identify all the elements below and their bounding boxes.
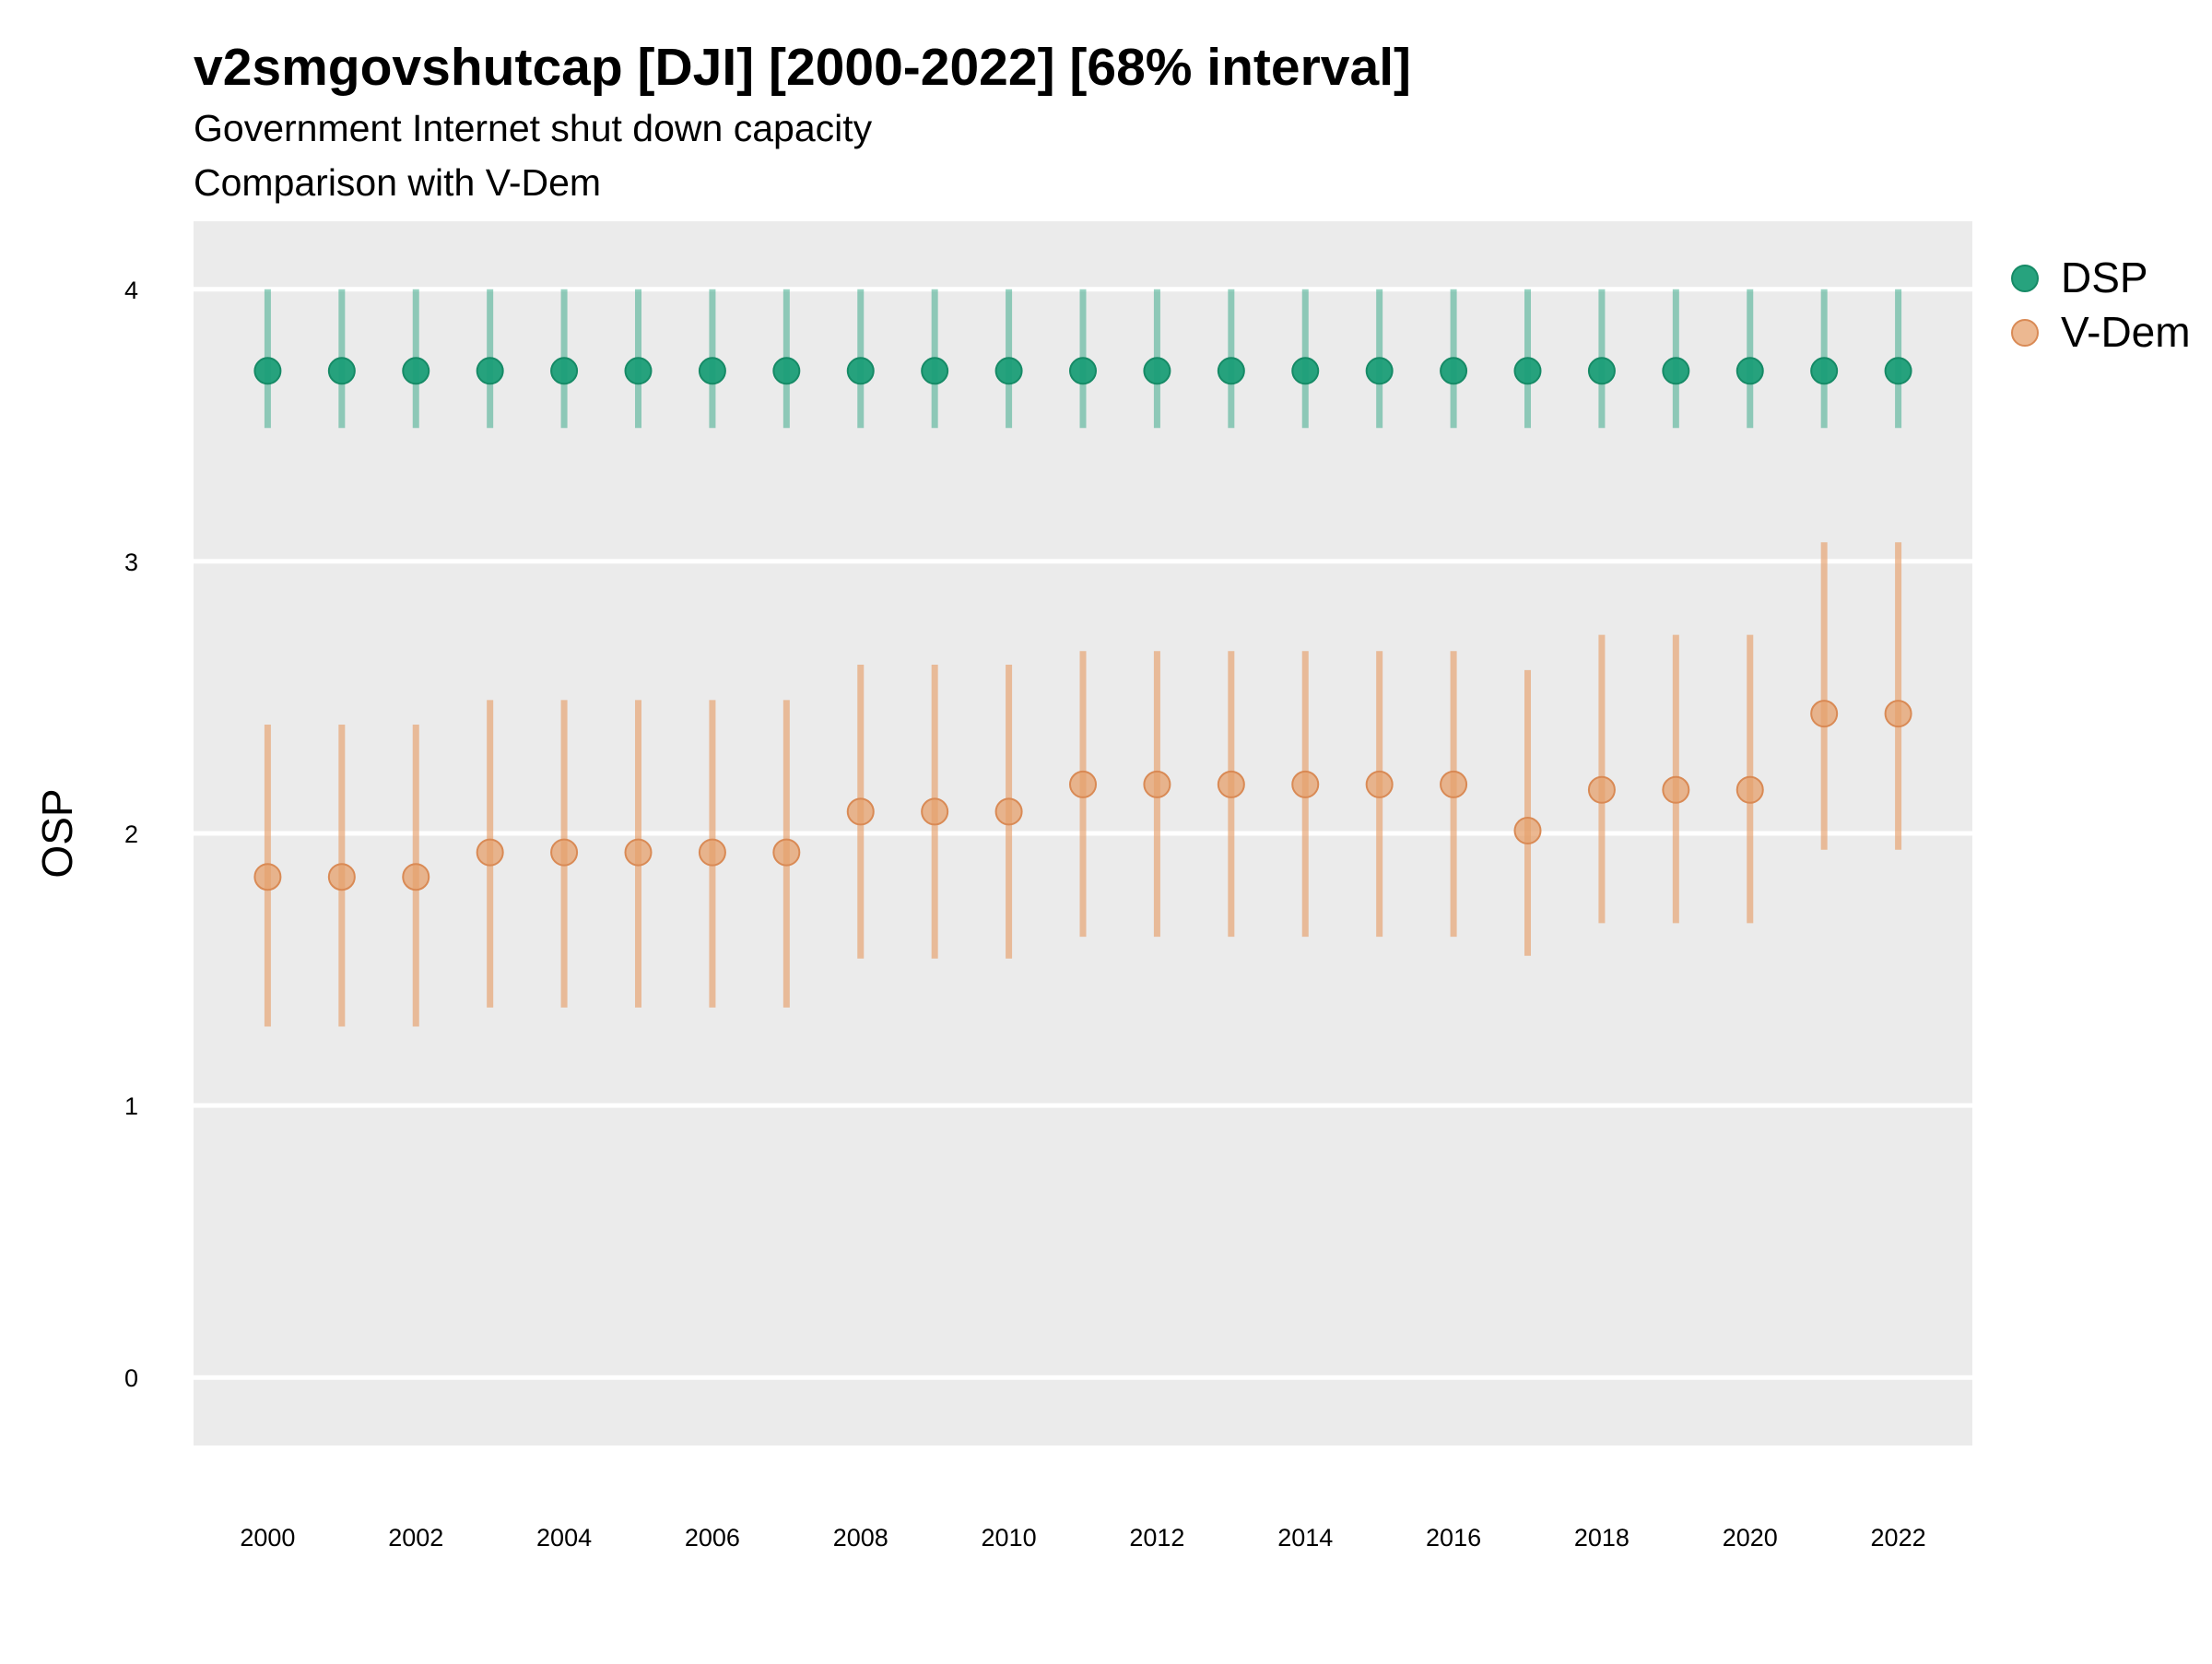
x-tick-label: 2010: [982, 1524, 1037, 1552]
point-dsp: [1810, 357, 1839, 385]
point-dsp: [698, 357, 726, 385]
point-dsp: [624, 357, 653, 385]
point-dsp: [1513, 357, 1542, 385]
point-v-dem: [1365, 770, 1394, 798]
point-dsp: [402, 357, 430, 385]
x-tick-label: 2002: [388, 1524, 443, 1552]
x-tick-label: 2004: [536, 1524, 592, 1552]
point-v-dem: [698, 838, 726, 867]
point-v-dem: [994, 797, 1023, 826]
point-dsp: [550, 357, 579, 385]
y-tick-label: 3: [124, 549, 138, 576]
point-dsp: [1069, 357, 1097, 385]
y-axis-ticks: 0 1 2 3 4: [124, 277, 138, 1392]
legend-label-dsp: DSP: [2061, 254, 2148, 301]
legend: DSP V-Dem: [2011, 254, 2191, 356]
point-v-dem: [253, 863, 282, 891]
legend-key-dsp: [2011, 265, 2039, 292]
point-v-dem: [327, 863, 356, 891]
point-v-dem: [921, 797, 949, 826]
point-v-dem: [1440, 770, 1468, 798]
x-tick-label: 2016: [1426, 1524, 1481, 1552]
chart-subtitle-line-1: Government Internet shut down capacity: [194, 107, 873, 149]
point-dsp: [1587, 357, 1616, 385]
point-dsp: [1365, 357, 1394, 385]
x-tick-label: 2014: [1277, 1524, 1333, 1552]
point-dsp: [772, 357, 801, 385]
series-dsp: [253, 289, 1912, 429]
x-tick-label: 2012: [1129, 1524, 1184, 1552]
point-dsp: [327, 357, 356, 385]
y-tick-label: 2: [124, 820, 138, 848]
x-tick-label: 2018: [1574, 1524, 1630, 1552]
point-v-dem: [1662, 775, 1690, 804]
y-tick-label: 4: [124, 277, 138, 304]
point-v-dem: [1291, 770, 1320, 798]
x-tick-label: 2006: [685, 1524, 740, 1552]
x-tick-label: 2022: [1871, 1524, 1926, 1552]
point-dsp: [1291, 357, 1320, 385]
point-dsp: [994, 357, 1023, 385]
legend-key-v-dem: [2011, 319, 2039, 347]
point-dsp: [1217, 357, 1245, 385]
x-tick-label: 2020: [1723, 1524, 1778, 1552]
y-axis-label: OSP: [33, 788, 81, 878]
chart-subtitle-line-2: Comparison with V-Dem: [194, 161, 601, 204]
point-v-dem: [550, 838, 579, 867]
point-dsp: [253, 357, 282, 385]
point-v-dem: [1217, 770, 1245, 798]
point-dsp: [1440, 357, 1468, 385]
series-v-dem: [253, 542, 1912, 1027]
point-dsp: [1735, 357, 1764, 385]
point-v-dem: [1587, 775, 1616, 804]
point-v-dem: [1513, 817, 1542, 845]
y-tick-label: 0: [124, 1364, 138, 1392]
chart-title: v2smgovshutcap [DJI] [2000-2022] [68% in…: [194, 38, 1411, 97]
point-v-dem: [1810, 700, 1839, 728]
x-tick-label: 2000: [240, 1524, 295, 1552]
point-dsp: [846, 357, 875, 385]
point-v-dem: [1735, 775, 1764, 804]
x-tick-label: 2008: [833, 1524, 888, 1552]
point-v-dem: [846, 797, 875, 826]
point-dsp: [1662, 357, 1690, 385]
x-axis-ticks: 2000 2002 2004 2006 2008 2010 2012 2014 2016 2018…: [240, 1524, 1925, 1552]
point-v-dem: [1069, 770, 1097, 798]
point-v-dem: [476, 838, 504, 867]
point-dsp: [1884, 357, 1912, 385]
data-series: [253, 289, 1912, 1027]
point-v-dem: [772, 838, 801, 867]
point-v-dem: [1884, 700, 1912, 728]
point-dsp: [476, 357, 504, 385]
legend-label-v-dem: V-Dem: [2061, 308, 2191, 356]
point-v-dem: [1143, 770, 1171, 798]
y-tick-label: 1: [124, 1092, 138, 1120]
point-v-dem: [402, 863, 430, 891]
point-dsp: [921, 357, 949, 385]
point-dsp: [1143, 357, 1171, 385]
point-v-dem: [624, 838, 653, 867]
